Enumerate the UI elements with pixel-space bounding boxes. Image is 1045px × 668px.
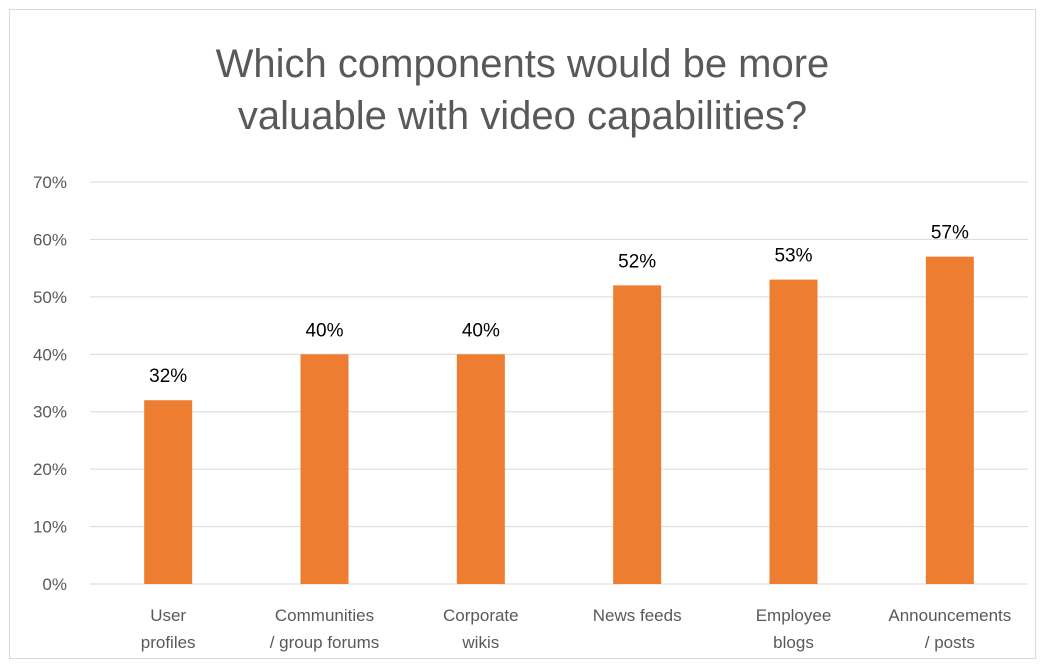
y-tick-label: 20%	[33, 460, 67, 479]
bar	[613, 285, 662, 584]
y-tick-label: 50%	[33, 288, 67, 307]
chart-title: Which components would be more valuable …	[0, 38, 1045, 142]
data-label: 53%	[774, 246, 812, 267]
y-tick-label: 10%	[33, 518, 67, 537]
category-label: Employee	[756, 606, 832, 625]
category-label: Corporate	[443, 606, 519, 625]
category-label: blogs	[773, 633, 814, 652]
category-label: Communities	[275, 606, 374, 625]
y-tick-label: 60%	[33, 230, 67, 249]
y-tick-label: 0%	[42, 575, 67, 594]
bar	[769, 279, 818, 584]
category-label: News feeds	[593, 606, 682, 625]
bar	[144, 400, 193, 584]
bar	[456, 354, 505, 584]
category-label: Announcements	[888, 606, 1011, 625]
category-label: wikis	[461, 633, 499, 652]
category-label: / group forums	[270, 633, 380, 652]
bar	[300, 354, 349, 584]
data-label: 57%	[931, 223, 969, 244]
bar	[925, 256, 974, 584]
data-label: 40%	[462, 320, 500, 341]
y-tick-label: 70%	[33, 173, 67, 192]
data-label: 32%	[149, 366, 187, 387]
category-label: profiles	[141, 633, 196, 652]
chart-title-line-1: Which components would be more	[215, 42, 830, 86]
category-label: / posts	[925, 633, 975, 652]
data-label: 52%	[618, 251, 656, 272]
y-tick-label: 30%	[33, 403, 67, 422]
chart-title-line-2: valuable with video capabilities?	[237, 94, 808, 138]
data-label: 40%	[305, 320, 343, 341]
category-label: User	[150, 606, 186, 625]
y-tick-label: 40%	[33, 345, 67, 364]
